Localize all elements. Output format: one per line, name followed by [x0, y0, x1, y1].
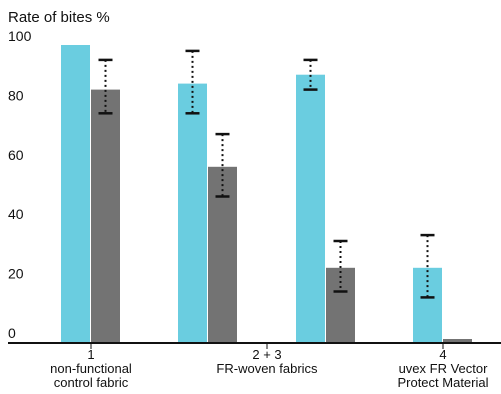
bar [326, 267, 355, 343]
y-tick-label: 0 [8, 325, 16, 341]
bar [178, 83, 207, 342]
error-bar [185, 49, 200, 115]
y-tick-label: 80 [8, 87, 24, 103]
y-tick-label: 60 [8, 147, 24, 163]
bar [208, 166, 237, 342]
bar [296, 74, 325, 342]
error-bar [215, 132, 230, 198]
bars [61, 45, 472, 343]
x-group-label: 4 uvex FR Vector Protect Material [397, 347, 488, 390]
y-tick-label: 40 [8, 206, 24, 222]
x-group-label-line: 1 [87, 347, 94, 362]
x-group-label-line: FR-woven fabrics [216, 361, 318, 376]
x-group-labels: 1 non-functional control fabric 2 + 3 FR-wov… [50, 347, 488, 390]
y-tick-label: 20 [8, 266, 24, 282]
bar [91, 89, 120, 342]
error-bar [98, 58, 113, 115]
x-group-label-line: non-functional [50, 361, 132, 376]
y-tick-label: 100 [8, 28, 32, 44]
x-group-label-line: control fabric [54, 375, 129, 390]
x-group-label-line: 4 [439, 347, 446, 362]
y-axis-label: Rate of bites % [8, 9, 110, 26]
error-bar [420, 233, 435, 299]
bar [443, 339, 472, 342]
x-group-label: 2 + 3 FR-woven fabrics [216, 347, 318, 376]
x-group-label-line: Protect Material [397, 375, 488, 390]
error-bar [303, 58, 318, 91]
bar [413, 267, 442, 343]
x-group-label-line: uvex FR Vector [399, 361, 489, 376]
y-tick-labels: 0 20 40 60 80 100 [8, 28, 32, 341]
x-tick-marks [90, 343, 444, 349]
x-group-label: 1 non-functional control fabric [50, 347, 132, 390]
bar [61, 45, 90, 342]
error-bars [98, 49, 435, 299]
x-group-label-line: 2 + 3 [252, 347, 281, 362]
error-bar [333, 239, 348, 293]
